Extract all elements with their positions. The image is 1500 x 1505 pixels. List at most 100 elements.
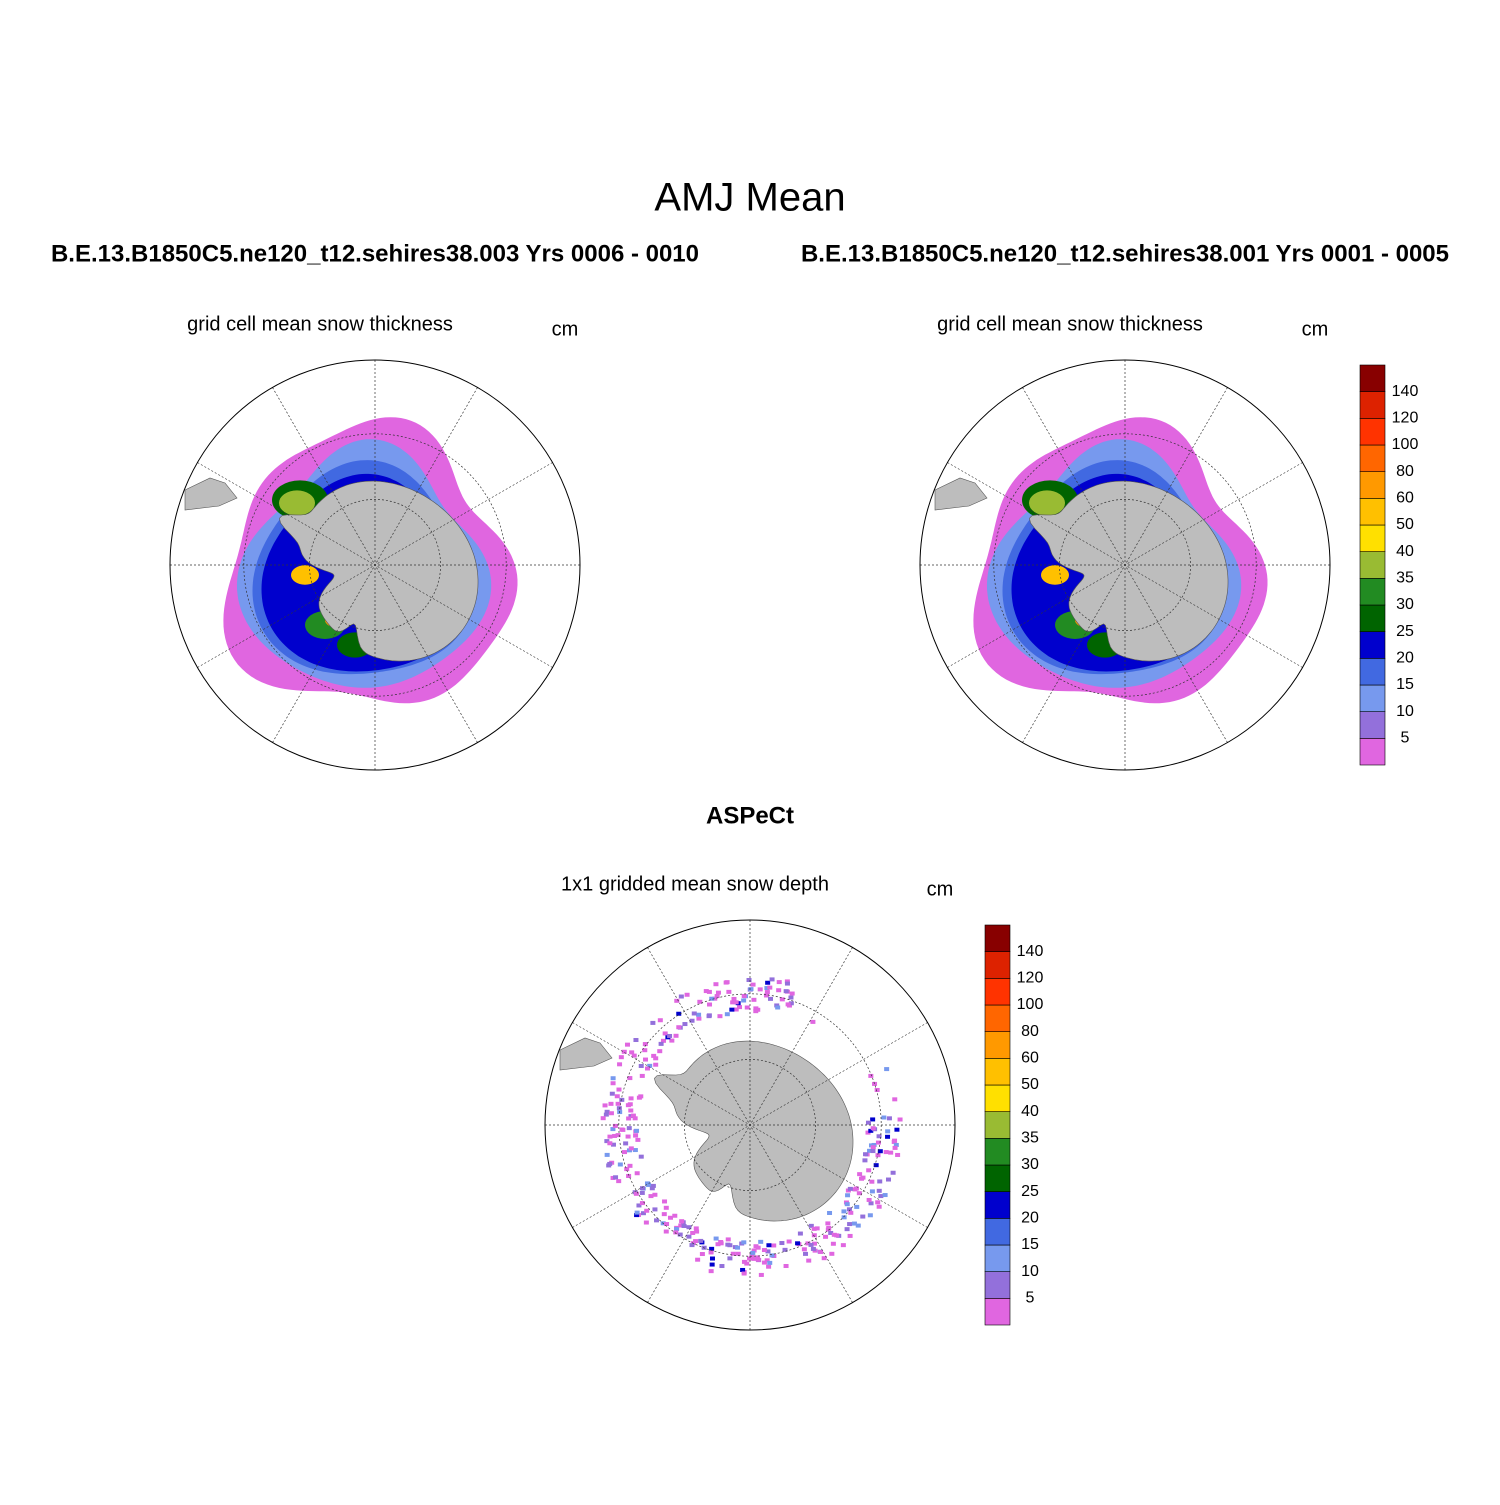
obs-cell — [750, 1250, 756, 1255]
obs-cell — [608, 1111, 614, 1116]
obs-cell — [682, 1022, 688, 1027]
obs-cell — [634, 1213, 640, 1218]
colorbar-label: 10 — [1021, 1263, 1039, 1280]
obs-cell — [784, 979, 790, 984]
obs-cell — [757, 987, 763, 992]
obs-cell — [638, 1094, 644, 1099]
obs-cell — [638, 1154, 644, 1159]
obs-cell — [619, 1127, 625, 1132]
obs-cell — [769, 977, 775, 982]
obs-cell — [771, 1243, 777, 1248]
obs-cell — [775, 1005, 781, 1010]
colorbar-swatch — [984, 1298, 1011, 1326]
obs-cell — [719, 1264, 725, 1269]
obs-cell — [852, 1187, 858, 1192]
obs-cell — [747, 1256, 753, 1261]
obs-cell — [867, 1213, 873, 1218]
obs-cell — [786, 1239, 792, 1244]
obs-cell — [629, 1050, 635, 1055]
obs-cell — [806, 1258, 812, 1263]
obs-cell — [751, 1248, 757, 1253]
colorbar-label: 40 — [1396, 543, 1414, 560]
colorbar-label: 5 — [1026, 1290, 1035, 1307]
obs-cell — [785, 1002, 791, 1007]
panel-subtitle: 1x1 gridded mean snow depth — [561, 873, 829, 895]
obs-cell — [776, 980, 782, 985]
obs-cell — [725, 1237, 731, 1242]
obs-cell — [624, 1042, 630, 1047]
obs-cell — [795, 1241, 801, 1246]
obs-cell — [834, 1233, 840, 1238]
colorbar-swatch — [1359, 684, 1386, 712]
obs-cell — [709, 1256, 715, 1261]
obs-cell — [698, 1238, 704, 1243]
obs-cell — [857, 1172, 863, 1177]
obs-cell — [667, 1033, 673, 1038]
colorbar-swatch — [984, 1191, 1011, 1219]
obs-cell — [741, 998, 747, 1003]
sea-ice-patch — [279, 490, 315, 516]
obs-cell — [624, 1167, 630, 1172]
obs-cell — [751, 997, 757, 1002]
obs-cell — [654, 1218, 660, 1223]
colorbar-swatch — [1359, 551, 1386, 579]
colorbar-swatch — [1359, 498, 1386, 526]
colorbar-swatch — [1359, 658, 1386, 686]
obs-cell — [873, 1163, 879, 1168]
obs-cell — [854, 1204, 860, 1209]
obs-cell — [897, 1117, 903, 1122]
colorbar-label: 15 — [1396, 676, 1414, 693]
colorbar-swatch — [1359, 604, 1386, 632]
obs-cell — [626, 1116, 632, 1121]
obs-cell — [713, 1236, 719, 1241]
obs-cell — [632, 1148, 638, 1153]
obs-cell — [892, 1138, 898, 1143]
obs-cell — [870, 1117, 876, 1122]
obs-cell — [779, 997, 785, 1002]
obs-cell — [662, 1031, 668, 1036]
map — [544, 919, 956, 1331]
obs-cell — [607, 1134, 613, 1139]
obs-cell — [744, 1005, 750, 1010]
obs-cell — [679, 1219, 685, 1224]
obs-cell — [754, 1255, 760, 1260]
obs-cell — [602, 1103, 608, 1108]
obs-cell — [741, 1271, 747, 1276]
obs-cell — [858, 1176, 864, 1181]
colorbar-swatch — [1359, 391, 1386, 419]
obs-cell — [634, 1128, 640, 1133]
obs-cell — [607, 1161, 613, 1166]
obs-cell — [868, 1201, 874, 1206]
map-border — [544, 919, 956, 1331]
colorbar-swatch — [984, 951, 1011, 979]
obs-cell — [652, 1207, 658, 1212]
obs-cell — [699, 1252, 705, 1257]
obs-cell — [750, 982, 756, 987]
obs-cell — [749, 1254, 755, 1259]
obs-cell — [892, 1145, 898, 1150]
obs-cell — [657, 1049, 663, 1054]
colorbar-swatch — [984, 1271, 1011, 1299]
map-border — [169, 359, 581, 771]
obs-cell — [764, 986, 770, 991]
obs-cell — [690, 1230, 696, 1235]
obs-cell — [881, 1115, 887, 1120]
panel-subtitle: grid cell mean snow thickness — [187, 313, 453, 335]
obs-cell — [725, 1242, 731, 1247]
obs-cell — [647, 1063, 653, 1068]
obs-cell — [612, 1133, 618, 1138]
obs-cell — [653, 1062, 659, 1067]
obs-cell — [678, 994, 684, 999]
obs-cell — [643, 1057, 649, 1062]
obs-cell — [709, 1246, 715, 1251]
obs-cell — [696, 1012, 702, 1017]
panel-header: ASPeCt — [706, 802, 794, 829]
obs-cell — [797, 1231, 803, 1236]
obs-cell — [746, 978, 752, 983]
obs-cell — [684, 992, 690, 997]
obs-cell — [676, 1011, 682, 1016]
obs-cell — [811, 1226, 817, 1231]
obs-cell — [830, 1241, 836, 1246]
obs-cell — [657, 1018, 663, 1023]
